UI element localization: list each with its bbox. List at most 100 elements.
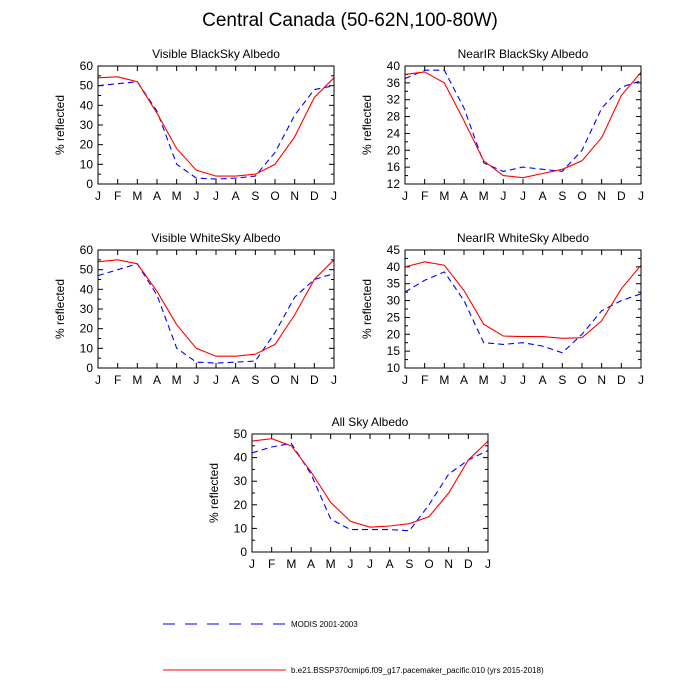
x-tick-label: M xyxy=(439,189,449,203)
x-tick-label: D xyxy=(464,557,473,571)
panel-title: Visible WhiteSky Albedo xyxy=(151,231,281,245)
modis-series-line xyxy=(404,69,642,172)
y-tick-label: 30 xyxy=(80,118,94,132)
y-tick-label: 0 xyxy=(240,545,247,559)
x-tick-label: A xyxy=(153,189,161,203)
y-tick-label: 20 xyxy=(234,498,248,512)
plot-frame xyxy=(97,65,335,185)
x-tick-label: J xyxy=(331,189,337,203)
y-tick-label: 20 xyxy=(80,322,94,336)
y-tick-label: 40 xyxy=(234,451,248,465)
y-tick-label: 35 xyxy=(387,277,401,291)
x-tick-label: S xyxy=(558,189,566,203)
x-tick-label: N xyxy=(597,373,606,387)
x-tick-label: M xyxy=(132,189,142,203)
panel-title: Visible BlackSky Albedo xyxy=(152,47,280,61)
plot-frame xyxy=(404,65,642,185)
y-tick-label: 40 xyxy=(387,260,401,274)
y-tick-label: 10 xyxy=(234,521,248,535)
y-axis-label: % reflected xyxy=(360,95,374,155)
x-tick-label: F xyxy=(268,557,275,571)
x-tick-label: S xyxy=(405,557,413,571)
x-tick-label: D xyxy=(310,373,319,387)
x-tick-label: J xyxy=(402,189,408,203)
x-tick-label: A xyxy=(232,373,240,387)
x-tick-label: M xyxy=(479,189,489,203)
panel-title: NearIR BlackSky Albedo xyxy=(458,47,589,61)
x-tick-label: J xyxy=(500,189,506,203)
legend-modis-label: MODIS 2001-2003 xyxy=(291,620,358,629)
panel-title: NearIR WhiteSky Albedo xyxy=(457,231,589,245)
x-tick-label: A xyxy=(153,373,161,387)
x-tick-label: S xyxy=(558,373,566,387)
x-tick-label: D xyxy=(617,373,626,387)
y-tick-label: 60 xyxy=(80,59,94,73)
legend: MODIS 2001-2003 b.e21.BSSP370cmip6.f09_g1… xyxy=(163,620,544,675)
plot-frame xyxy=(251,433,489,553)
plot-frame xyxy=(404,249,642,369)
x-tick-label: M xyxy=(439,373,449,387)
modis-series-line xyxy=(97,263,335,364)
x-tick-label: F xyxy=(114,189,121,203)
x-tick-label: F xyxy=(421,373,428,387)
x-tick-label: D xyxy=(310,189,319,203)
x-tick-label: M xyxy=(172,373,182,387)
y-tick-label: 30 xyxy=(387,294,401,308)
x-tick-label: S xyxy=(251,189,259,203)
x-tick-label: J xyxy=(95,189,101,203)
x-tick-label: J xyxy=(213,373,219,387)
chart-panel-4: NearIR WhiteSky Albedo % reflected 10 15 20 2… xyxy=(360,231,644,387)
panel-title: All Sky Albedo xyxy=(332,415,409,429)
modis-series-line xyxy=(97,81,335,180)
y-tick-label: 30 xyxy=(234,474,248,488)
x-tick-label: J xyxy=(95,373,101,387)
y-tick-label: 10 xyxy=(80,157,94,171)
x-tick-label: J xyxy=(402,373,408,387)
y-tick-label: 16 xyxy=(387,160,401,174)
y-tick-label: 20 xyxy=(387,143,401,157)
model-series-line xyxy=(97,76,335,177)
legend-model-label: b.e21.BSSP370cmip6.f09_g17.pacemaker_pac… xyxy=(291,666,544,675)
x-tick-label: N xyxy=(444,557,453,571)
y-tick-label: 36 xyxy=(387,76,401,90)
x-tick-label: O xyxy=(270,189,279,203)
x-tick-label: J xyxy=(367,557,373,571)
y-tick-label: 20 xyxy=(80,138,94,152)
modis-series-line xyxy=(404,271,642,354)
y-tick-label: 15 xyxy=(387,344,401,358)
x-tick-label: M xyxy=(286,557,296,571)
x-tick-label: A xyxy=(539,189,547,203)
plot-frame xyxy=(97,249,335,369)
y-tick-label: 28 xyxy=(387,110,401,124)
x-tick-label: S xyxy=(251,373,259,387)
y-tick-label: 45 xyxy=(387,243,401,257)
x-tick-label: J xyxy=(500,373,506,387)
y-tick-label: 40 xyxy=(80,282,94,296)
page-title: Central Canada (50-62N,100-80W) xyxy=(202,10,498,31)
y-tick-label: 20 xyxy=(387,327,401,341)
x-tick-label: N xyxy=(597,189,606,203)
model-series-line xyxy=(97,259,335,357)
y-axis-label: % reflected xyxy=(360,279,374,339)
y-tick-label: 24 xyxy=(387,126,401,140)
y-axis-label: % reflected xyxy=(53,279,67,339)
x-tick-label: O xyxy=(577,373,586,387)
x-tick-label: M xyxy=(132,373,142,387)
modis-series-line xyxy=(251,442,489,532)
x-tick-label: D xyxy=(617,189,626,203)
x-tick-label: O xyxy=(270,373,279,387)
x-tick-label: F xyxy=(421,189,428,203)
y-tick-label: 0 xyxy=(86,361,93,375)
x-tick-label: M xyxy=(479,373,489,387)
x-tick-label: O xyxy=(577,189,586,203)
y-tick-label: 50 xyxy=(80,263,94,277)
x-tick-label: A xyxy=(460,373,468,387)
chart-panel-3: Visible WhiteSky Albedo % reflected 0 10 20 3… xyxy=(53,231,337,387)
x-tick-label: N xyxy=(290,189,299,203)
y-tick-label: 32 xyxy=(387,93,401,107)
x-tick-label: J xyxy=(485,557,491,571)
x-tick-label: J xyxy=(193,373,199,387)
y-axis-label: % reflected xyxy=(207,463,221,523)
x-tick-label: J xyxy=(193,189,199,203)
